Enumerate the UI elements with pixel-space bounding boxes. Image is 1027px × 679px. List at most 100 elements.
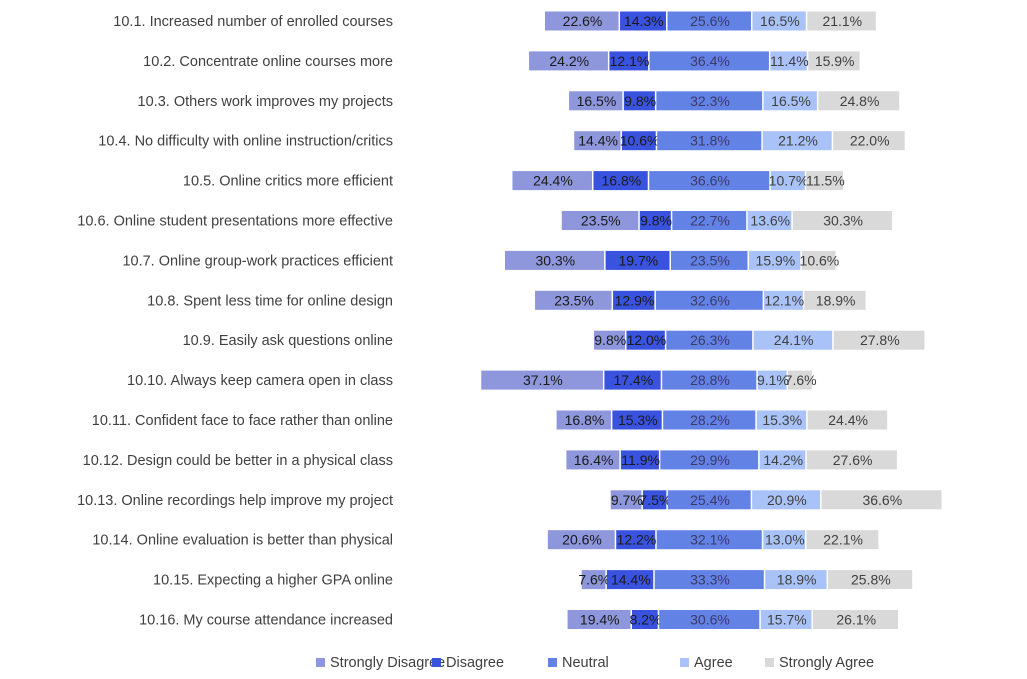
data-label: 24.2% (549, 53, 589, 69)
data-label: 31.8% (690, 133, 730, 149)
data-label: 28.2% (690, 412, 730, 428)
data-label: 37.1% (523, 372, 563, 388)
data-label: 15.7% (767, 612, 807, 628)
category-label: 10.13. Online recordings help improve my… (77, 493, 393, 509)
data-label: 32.1% (690, 532, 730, 548)
category-label: 10.3. Others work improves my projects (138, 94, 393, 110)
legend-label: Strongly Agree (779, 655, 874, 671)
bar-segment-disagree (622, 131, 656, 151)
bar-segment-strongly-agree (807, 410, 888, 430)
bar-segment-neutral (649, 171, 770, 191)
data-label: 12.2% (617, 532, 657, 548)
bar-segment-neutral (660, 450, 759, 470)
bars: 22.6% 14.3% 25.6% 16.5% 21.1% 24.2% 12.1% 36.4%… (481, 11, 942, 629)
category-label: 10.10. Always keep camera open in class (127, 373, 393, 389)
data-label: 22.1% (823, 532, 863, 548)
bar-segment-disagree (609, 51, 649, 71)
data-label: 19.7% (618, 252, 658, 268)
data-label: 29.9% (690, 452, 730, 468)
data-label: 22.6% (563, 13, 603, 29)
bar-segment-agree (747, 211, 792, 230)
data-label: 7.5% (639, 492, 671, 508)
bar-segment-strongly-agree (833, 131, 905, 151)
legend-swatch (765, 658, 774, 667)
legend-swatch (548, 658, 557, 667)
category-label: 10.2. Concentrate online courses more (143, 54, 393, 70)
data-label: 12.0% (627, 332, 667, 348)
data-label: 25.8% (851, 572, 891, 588)
bar-segment-strongly-disagree (547, 530, 615, 550)
bar-segment-agree (749, 250, 801, 270)
bar-segment-strongly-agree (812, 610, 899, 629)
data-label: 12.1% (764, 292, 804, 308)
data-label: 7.6% (578, 572, 610, 588)
bar-segment-strongly-disagree (504, 250, 605, 270)
bar-segment-neutral (667, 11, 751, 31)
category-label: 10.1. Increased number of enrolled cours… (113, 14, 393, 30)
data-label: 23.5% (690, 252, 730, 268)
category-label: 10.15. Expecting a higher GPA online (153, 573, 393, 589)
category-label: 10.9. Easily ask questions online (183, 333, 393, 349)
data-label: 26.1% (836, 612, 876, 628)
data-label: 24.4% (533, 173, 573, 189)
data-label: 15.9% (815, 53, 855, 69)
bar-segment-disagree (612, 410, 662, 430)
bar-segment-agree (760, 610, 812, 629)
bar-segment-strongly-agree (807, 11, 876, 31)
bar-segment-agree (752, 490, 821, 510)
data-label: 16.8% (565, 412, 605, 428)
data-label: 22.7% (690, 213, 730, 229)
bar-segment-neutral (656, 530, 762, 550)
data-label: 17.4% (613, 372, 653, 388)
bar-segment-agree (762, 131, 832, 151)
data-label: 27.6% (833, 452, 873, 468)
bar-segment-disagree (620, 450, 659, 470)
bar-segment-agree (756, 410, 807, 430)
data-label: 24.1% (774, 332, 814, 348)
data-label: 24.8% (840, 93, 880, 109)
bar-segment-disagree (626, 330, 665, 350)
data-label: 9.8% (594, 332, 626, 348)
data-label: 20.6% (562, 532, 602, 548)
data-label: 8.2% (630, 612, 662, 628)
legend-label: Agree (694, 655, 733, 671)
bar-segment-agree (763, 530, 805, 550)
legend-label: Neutral (562, 655, 609, 671)
data-label: 14.4% (611, 572, 651, 588)
bar-segment-strongly-agree (833, 330, 925, 350)
category-labels: 10.1. Increased number of enrolled cours… (77, 14, 393, 629)
bar-segment-strongly-agree (804, 290, 866, 310)
bar-segment-neutral (654, 570, 764, 590)
bar-segment-strongly-agree (788, 370, 812, 390)
category-label: 10.14. Online evaluation is better than … (92, 533, 393, 549)
category-label: 10.11. Confident face to face rather tha… (92, 413, 393, 429)
bar-segment-strongly-agree (818, 91, 900, 111)
bar-segment-strongly-agree (806, 171, 843, 191)
bar-segment-agree (764, 290, 803, 310)
data-label: 22.0% (850, 133, 890, 149)
data-label: 20.9% (767, 492, 807, 508)
bar-segment-neutral (670, 250, 748, 270)
bar-segment-disagree (639, 211, 671, 230)
bar-segment-disagree (613, 290, 655, 310)
data-label: 32.6% (690, 292, 730, 308)
bar-segment-disagree (631, 610, 658, 629)
data-label: 30.3% (823, 213, 863, 229)
data-label: 16.5% (760, 13, 800, 29)
data-label: 18.9% (816, 292, 856, 308)
data-label: 23.5% (581, 213, 621, 229)
data-label: 9.1% (757, 372, 789, 388)
bar-segment-disagree (623, 91, 655, 111)
data-label: 14.3% (624, 13, 664, 29)
category-label: 10.5. Online critics more efficient (183, 174, 393, 190)
bar-segment-agree (770, 171, 805, 191)
bar-segment-strongly-disagree (535, 290, 612, 310)
data-label: 25.4% (690, 492, 730, 508)
bar-segment-strongly-disagree (569, 91, 623, 111)
bar-segment-neutral (657, 131, 762, 151)
category-label: 10.16. My course attendance increased (139, 613, 393, 629)
data-label: 10.6% (800, 252, 840, 268)
data-label: 9.7% (611, 492, 643, 508)
bar-segment-strongly-agree (828, 570, 913, 590)
bar-segment-agree (770, 51, 807, 71)
